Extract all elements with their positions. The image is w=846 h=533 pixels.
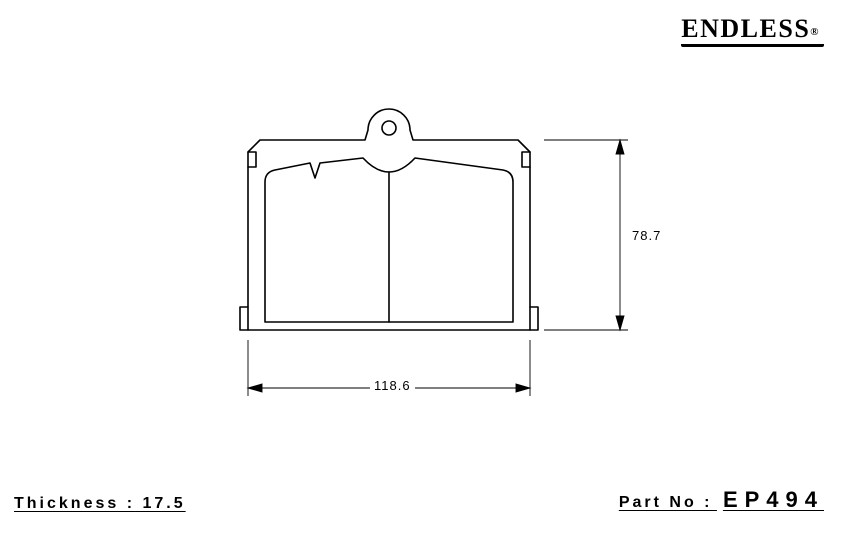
- thickness-value: 17.5: [142, 495, 185, 512]
- width-dimension-value: 118.6: [370, 378, 415, 393]
- thickness-label-group: Thickness : 17.5: [14, 495, 186, 513]
- height-dimension-value: 78.7: [628, 228, 665, 243]
- partno-label-group: Part No : EP494: [619, 487, 824, 513]
- brake-pad-drawing: [0, 0, 846, 533]
- partno-label: Part No :: [619, 494, 713, 511]
- thickness-label: Thickness :: [14, 495, 135, 512]
- partno-value: EP494: [723, 487, 824, 512]
